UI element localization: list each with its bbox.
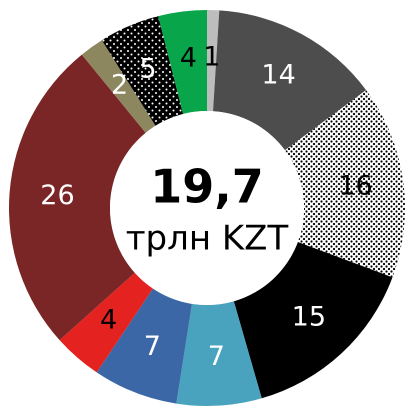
donut-segment bbox=[176, 301, 262, 406]
data-label: 5 bbox=[139, 54, 156, 85]
center-value: 19,7 bbox=[150, 160, 264, 214]
donut-segment bbox=[213, 10, 367, 151]
data-label: 7 bbox=[208, 341, 225, 372]
data-label: 1 bbox=[203, 42, 220, 73]
donut-segment bbox=[233, 241, 393, 399]
donut-segment bbox=[96, 288, 192, 404]
donut-segment bbox=[284, 90, 405, 278]
center-label: трлн KZT bbox=[126, 219, 289, 259]
data-label: 4 bbox=[100, 305, 117, 336]
donut-segment bbox=[101, 16, 184, 126]
donut-segment bbox=[158, 10, 207, 114]
donut-hole bbox=[110, 111, 304, 305]
data-label: 7 bbox=[144, 331, 161, 362]
data-label: 16 bbox=[338, 171, 372, 202]
donut-segment bbox=[59, 272, 153, 373]
data-label: 15 bbox=[292, 302, 326, 333]
data-label: 4 bbox=[180, 43, 197, 74]
donut-segment bbox=[207, 10, 220, 112]
data-label: 2 bbox=[111, 70, 128, 101]
data-label: 26 bbox=[40, 180, 74, 211]
donut-segment bbox=[81, 40, 156, 133]
data-label: 14 bbox=[261, 60, 295, 91]
donut-segment bbox=[8, 54, 146, 341]
